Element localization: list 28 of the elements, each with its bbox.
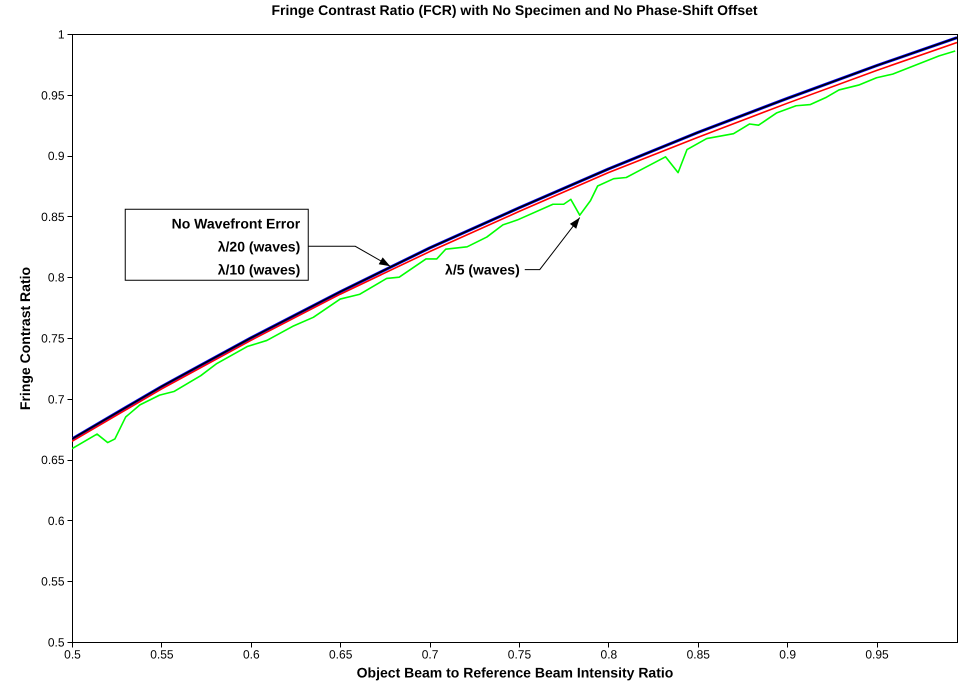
- y-tick-label: 0.75: [41, 332, 65, 346]
- x-tick-label: 0.85: [686, 648, 710, 662]
- y-tick-label: 0.65: [41, 453, 65, 468]
- y-tick-label: 0.9: [48, 149, 65, 164]
- y-tick-label: 1: [58, 28, 65, 42]
- annotation: λ/10 (waves): [218, 261, 300, 278]
- y-tick-label: 0.85: [41, 210, 65, 224]
- y-tick-label: 0.5: [48, 636, 65, 650]
- annotation: λ/5 (waves): [445, 262, 520, 278]
- x-tick-label: 0.5: [64, 648, 82, 662]
- x-tick-label: 0.8: [600, 648, 618, 662]
- x-tick-label: 0.9: [779, 648, 796, 662]
- x-tick-label: 0.95: [865, 648, 890, 662]
- y-axis-title: Fringe Contrast Ratio: [17, 266, 34, 410]
- y-tick-label: 0.8: [48, 270, 65, 285]
- x-tick-label: 0.6: [242, 648, 260, 662]
- chart-title: Fringe Contrast Ratio (FCR) with No Specimen and No Phase-Shift Offset: [271, 2, 758, 18]
- x-axis-title: Object Beam to Reference Beam Intensity Ratio: [356, 664, 674, 680]
- y-tick-label: 0.55: [41, 574, 65, 589]
- y-tick-label: 0.7: [48, 392, 65, 406]
- y-tick-label: 0.6: [48, 514, 65, 528]
- annotation: λ/20 (waves): [218, 238, 300, 254]
- y-tick-label: 0.95: [41, 88, 65, 102]
- x-tick-label: 0.65: [329, 648, 353, 662]
- x-tick-label: 0.75: [508, 648, 532, 662]
- annotation: No Wavefront Error: [172, 215, 301, 232]
- x-tick-label: 0.7: [422, 648, 439, 662]
- x-tick-label: 0.55: [150, 648, 174, 662]
